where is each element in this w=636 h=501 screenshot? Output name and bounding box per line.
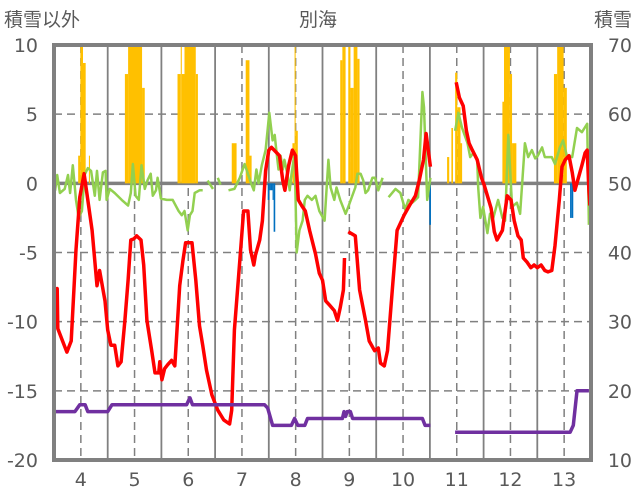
blue-bar <box>267 183 270 200</box>
red-series-line <box>347 131 433 368</box>
plot-frame <box>52 43 593 462</box>
y-right-tick-label: 10 <box>608 450 632 472</box>
yellow-bar <box>348 45 351 184</box>
y-right-tick-label: 30 <box>608 312 632 334</box>
plot-marks <box>54 45 591 435</box>
y-right-tick-label: 70 <box>608 35 632 57</box>
yellow-bar <box>460 143 463 184</box>
y-left-tick-label: 0 <box>26 173 38 195</box>
green-series-line <box>453 111 591 235</box>
x-tick-label: 6 <box>182 469 194 491</box>
purple-series-line <box>54 396 431 428</box>
yellow-bar <box>342 45 346 184</box>
y-left-tick-label: -10 <box>7 312 38 334</box>
yellow-bar <box>504 45 510 184</box>
blue-bar <box>570 183 572 218</box>
yellow-bar <box>80 45 83 184</box>
yellow-bar <box>563 87 567 184</box>
yellow-bar <box>249 155 252 184</box>
blue-bar <box>429 183 431 225</box>
yellow-bar <box>457 107 461 184</box>
yellow-bar <box>124 74 129 184</box>
right-axis-label: 積雪 <box>594 9 632 31</box>
y-left-tick-label: 5 <box>26 104 38 126</box>
left-axis-label: 積雪以外 <box>4 9 80 31</box>
yellow-bar <box>357 58 360 184</box>
blue-bar <box>270 183 273 191</box>
yellow-bar <box>177 74 181 184</box>
y-left-tick-label: -5 <box>19 243 38 265</box>
blue-bar <box>269 183 271 191</box>
x-tick-label: 4 <box>75 469 87 491</box>
yellow-bar <box>350 87 354 184</box>
yellow-bar <box>553 74 558 184</box>
green-series-line <box>228 111 384 254</box>
x-tick-label: 13 <box>552 469 576 491</box>
y-right-tick-label: 50 <box>608 173 632 195</box>
blue-bar <box>273 183 276 232</box>
yellow-bar <box>245 60 250 184</box>
tick-labels: 10 70 5 60 0 50 -5 40 -10 30 -15 20 -20 10 4 5 6 7 8 9 10 11 1… <box>7 35 632 491</box>
purple-series-line <box>455 389 589 435</box>
y-right-tick-label: 40 <box>608 243 632 265</box>
x-tick-label: 11 <box>445 469 469 491</box>
yellow-bar <box>231 143 237 184</box>
yellow-bar <box>451 128 453 184</box>
yellow-bar <box>78 155 81 184</box>
yellow-bar <box>509 74 513 184</box>
chart-title: 別海 <box>299 9 337 31</box>
yellow-bar <box>195 74 198 184</box>
x-tick-label: 8 <box>290 469 302 491</box>
blue-bar <box>272 183 274 200</box>
yellow-bar <box>447 157 450 184</box>
x-tick-label: 7 <box>236 469 248 491</box>
yellow-bar <box>128 45 143 184</box>
x-tick-label: 10 <box>391 469 415 491</box>
y-right-tick-label: 20 <box>608 381 632 403</box>
yellow-bar <box>353 45 358 184</box>
green-series-line <box>54 162 203 232</box>
yellow-bar <box>142 87 145 184</box>
y-left-tick-label: -20 <box>7 450 38 472</box>
yellow-bar <box>180 45 182 184</box>
yellow-bar <box>184 45 196 184</box>
blue-bar <box>571 183 574 218</box>
y-left-tick-label: -15 <box>7 381 38 403</box>
yellow-bar <box>181 74 185 184</box>
yellow-bar <box>502 101 505 184</box>
red-series-line <box>54 145 347 426</box>
yellow-bar <box>557 45 564 184</box>
red-series-line <box>454 81 591 274</box>
x-tick-label: 9 <box>343 469 355 491</box>
green-series-line <box>216 177 222 186</box>
yellow-bar <box>82 62 86 184</box>
x-tick-label: 12 <box>498 469 522 491</box>
y-left-tick-label: 10 <box>14 35 38 57</box>
green-series-line <box>206 179 215 190</box>
yellow-bar <box>294 45 296 184</box>
yellow-bar <box>340 60 343 184</box>
yellow-bar <box>512 143 517 184</box>
x-tick-label: 5 <box>129 469 141 491</box>
y-right-tick-label: 60 <box>608 104 632 126</box>
